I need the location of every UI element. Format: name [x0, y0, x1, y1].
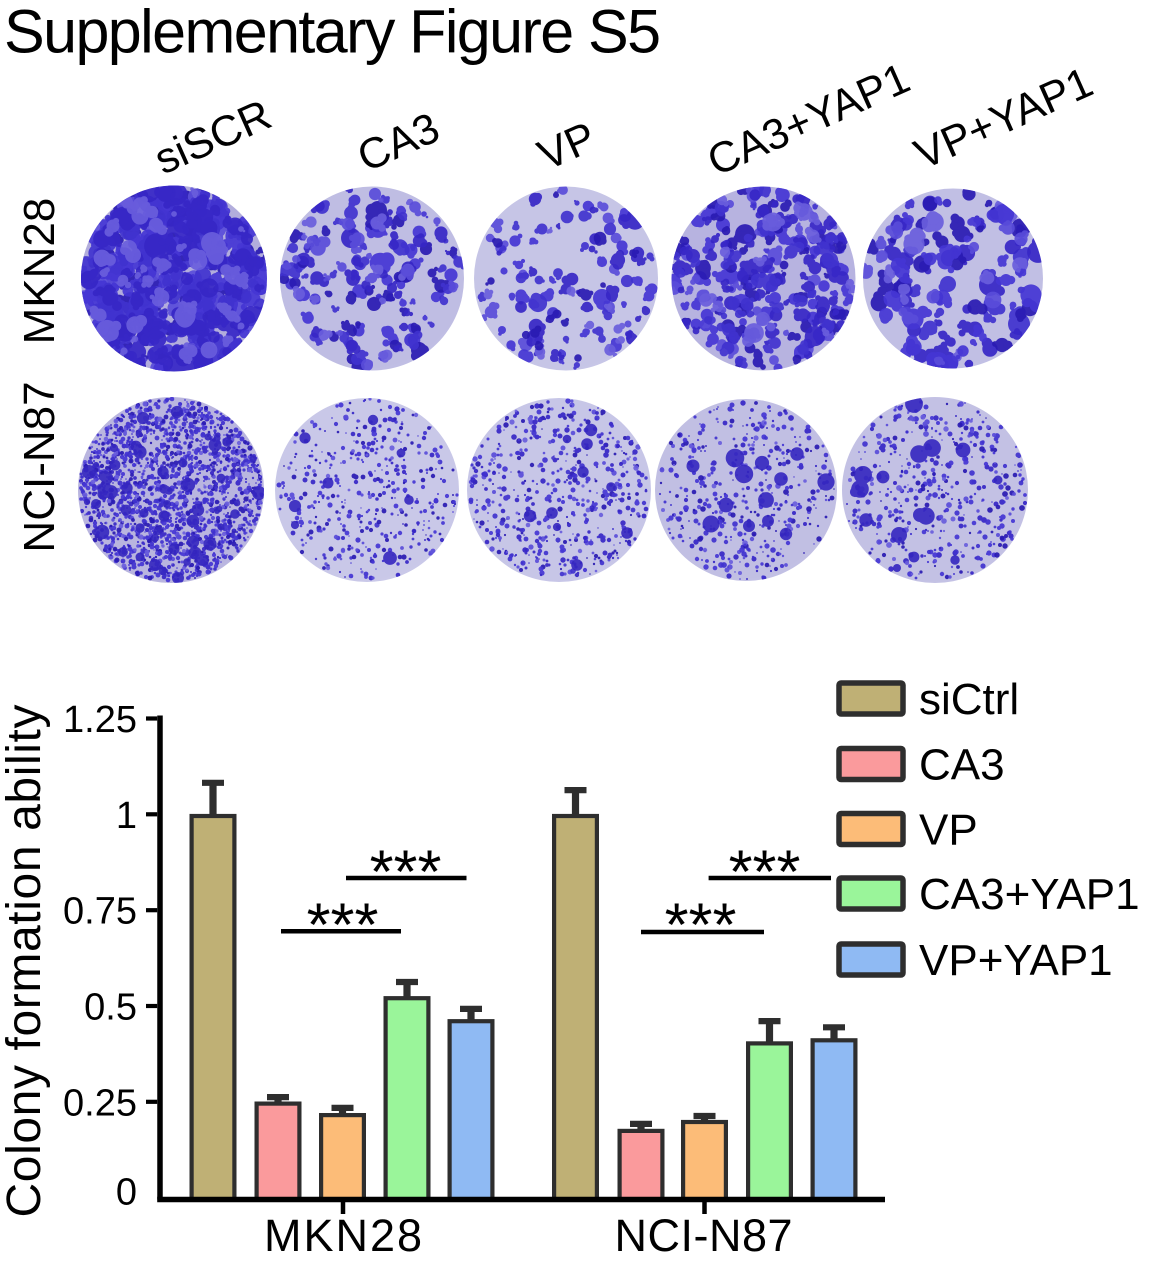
svg-text:MKN28: MKN28 [15, 198, 64, 345]
svg-text:Supplementary Figure S5: Supplementary Figure S5 [4, 0, 661, 66]
svg-text:NCI-N87: NCI-N87 [15, 381, 64, 552]
